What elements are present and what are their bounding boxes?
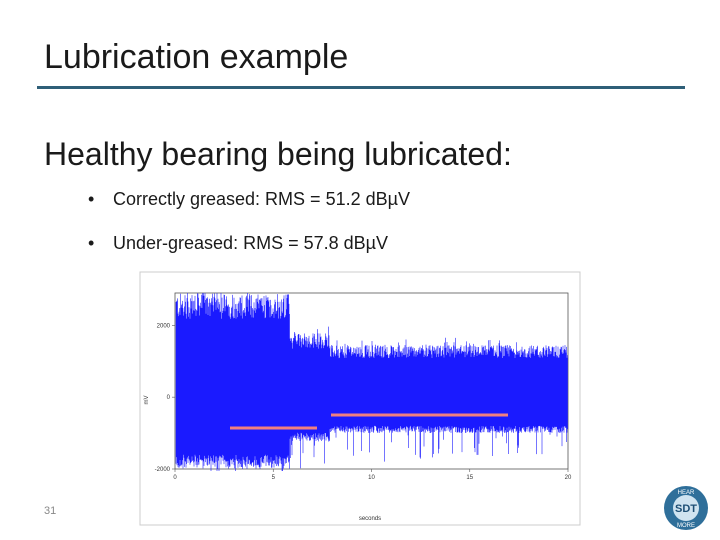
x-tick-label: 0 [173,475,177,481]
y-tick-label: -2000 [155,467,171,473]
x-tick-label: 15 [466,475,473,481]
logo: SDT HEAR MORE [664,486,708,530]
bullet-dot: • [88,189,95,209]
logo-ring-text: MORE [677,523,695,529]
page-number: 31 [44,505,57,517]
x-tick-label: 20 [565,475,572,481]
logo-text: SDT [675,503,697,515]
bullet-dot: • [88,233,95,253]
x-axis-label: seconds [359,516,381,522]
bullet: Correctly greased: RMS = 51.2 dBµV [113,189,410,209]
logo-ring-text: HEAR [678,490,695,496]
x-tick-label: 5 [272,475,276,481]
y-tick-label: 0 [167,395,171,401]
y-axis-label: mV [144,396,150,405]
bullet: Under-greased: RMS = 57.8 dBµV [113,233,389,253]
logo-core [673,495,699,521]
waveform [175,293,568,471]
title-rule [37,86,685,89]
slide-title: Lubrication example [44,38,349,76]
y-tick-label: 2000 [157,323,171,329]
x-tick-label: 10 [368,475,375,481]
heading: Healthy bearing being lubricated: [44,136,512,172]
